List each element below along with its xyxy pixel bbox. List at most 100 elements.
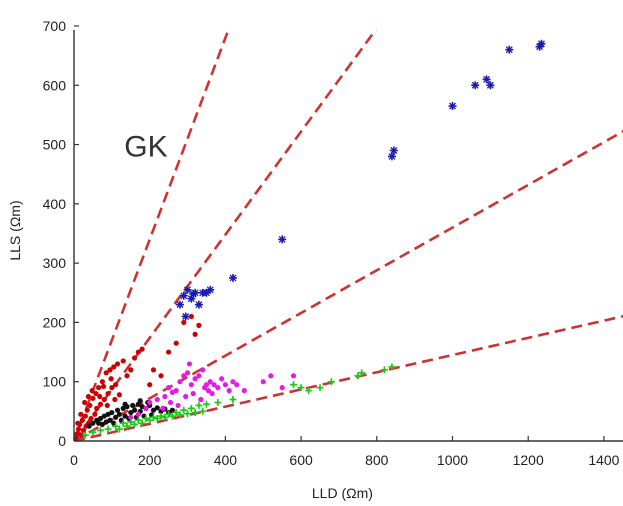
data-point [175,300,184,309]
data-point [167,399,174,406]
data-point [181,319,187,326]
data-point [128,409,134,416]
data-point [109,409,115,416]
data-point [181,373,187,379]
data-point [222,382,228,388]
data-point [166,349,172,355]
data-point [173,388,179,394]
data-point [188,313,194,320]
tick-labels: 0 200 400 600 800 1000 1200 1400 0 100 200 300 400 50… [43,18,620,468]
data-point [215,385,221,391]
data-point [154,405,160,411]
data-point [153,414,161,422]
data-point [93,390,99,397]
data-point [380,366,388,374]
data-point [190,390,196,397]
data-point [161,413,169,421]
series-1 [73,313,202,441]
y-tick-label: 100 [43,374,67,390]
data-point [74,431,80,437]
data-point [100,383,107,390]
data-point [127,418,135,426]
data-point [191,288,200,297]
data-point [486,81,495,90]
data-point [115,425,123,433]
data-point [184,410,192,418]
x-tick-label: 600 [289,452,313,468]
data-point [75,420,81,426]
data-point [131,420,139,428]
data-point [194,300,203,309]
y-tick-label: 500 [43,137,67,153]
reference-line-4 [74,314,623,441]
data-point [122,413,128,419]
x-tick-label: 200 [138,452,162,468]
data-point [139,346,145,352]
x-tick-label: 1000 [437,452,468,468]
data-point [134,416,142,424]
data-point [96,385,102,391]
data-point [290,381,298,389]
data-point [234,382,240,388]
x-axis-title: LLD (Ωm) [312,485,373,501]
data-point [78,411,84,417]
axes [73,25,623,442]
reference-line-3 [74,129,623,441]
data-point [104,402,110,409]
data-point [86,423,92,429]
data-point [188,382,194,388]
reference-lines [74,30,623,441]
data-point [162,393,168,400]
data-point [297,384,305,392]
data-point [219,376,225,382]
data-point [120,358,126,364]
data-point [206,285,215,294]
data-point [147,399,153,406]
data-point [146,416,154,424]
data-point [109,385,115,391]
data-point [116,392,123,398]
x-tick-label: 400 [214,452,238,468]
data-point [101,396,107,403]
data-point [124,373,130,379]
data-point [358,369,366,377]
data-point [103,419,109,425]
data-point [105,390,111,397]
data-point [202,400,210,408]
data-point [84,407,90,413]
data-point [147,382,153,388]
data-point [135,411,141,417]
y-tick-label: 400 [43,196,67,212]
data-point [388,363,396,371]
data-point [81,431,89,439]
data-point [96,426,104,434]
data-point [209,390,215,397]
data-point [128,367,134,373]
data-point [305,387,313,395]
data-point [137,398,143,404]
data-point [131,355,138,361]
data-point [175,402,181,409]
data-point [111,364,117,370]
data-point [165,410,173,418]
data-point [92,411,98,417]
data-point [85,393,91,400]
data-point [135,349,141,355]
data-point [97,401,104,407]
data-point [201,385,208,391]
data-point [143,405,149,411]
data-point [200,367,206,373]
data-point [389,146,398,155]
data-point [87,402,93,409]
data-point [471,81,480,90]
data-point [196,322,202,328]
data-point [180,406,188,414]
data-point [229,395,237,403]
data-point [173,340,179,346]
data-point [90,395,96,401]
series-5 [175,39,546,321]
data-point [184,370,191,376]
reference-line-2 [74,30,378,441]
data-point [241,388,247,394]
